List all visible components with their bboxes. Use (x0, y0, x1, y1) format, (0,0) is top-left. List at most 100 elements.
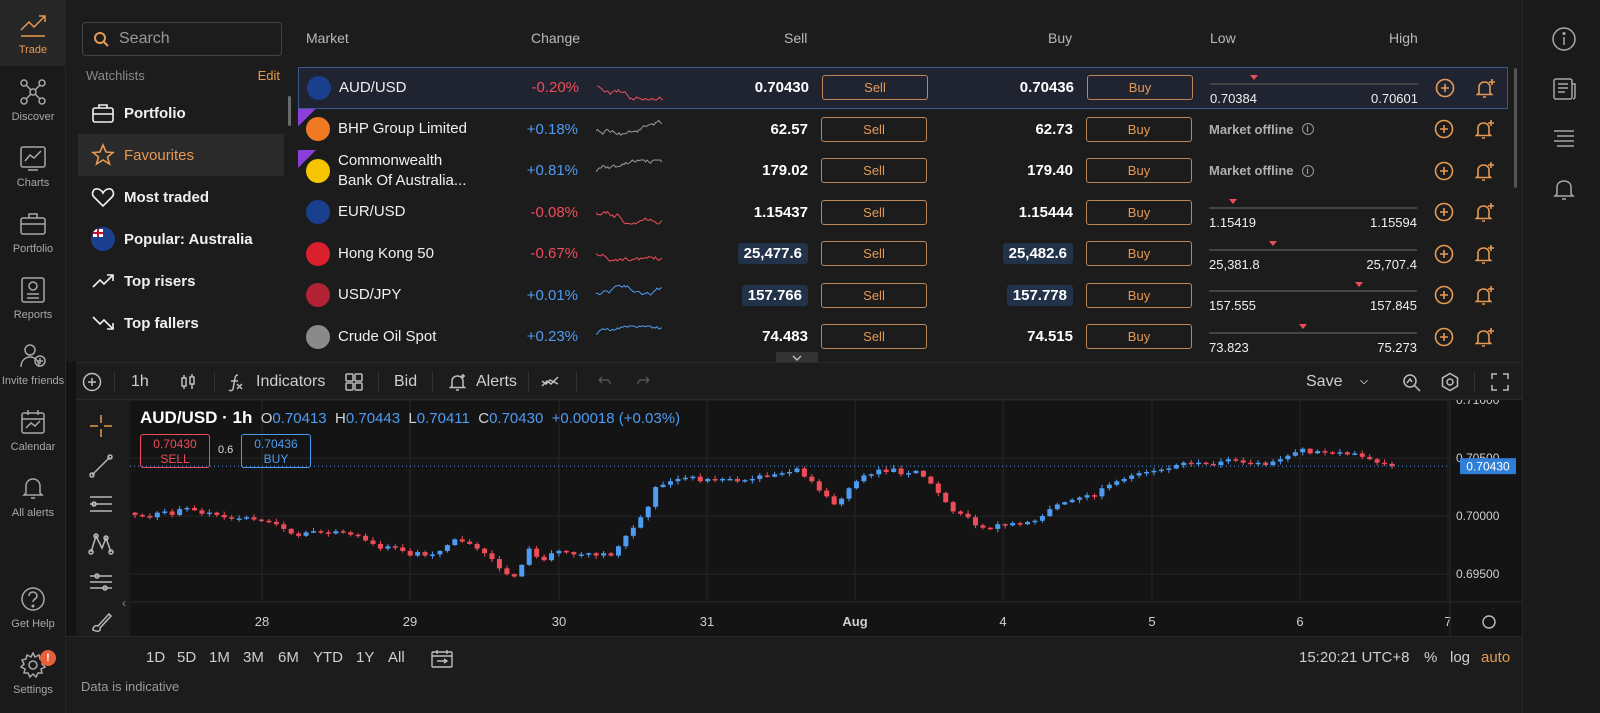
add-to-watchlist-button[interactable] (1434, 202, 1454, 222)
nav-settings[interactable]: Settings ! (0, 640, 66, 706)
set-alert-button[interactable] (1474, 326, 1496, 348)
edit-watchlists-button[interactable]: Edit (257, 68, 280, 83)
sell-button[interactable]: Sell (822, 75, 928, 101)
buy-button[interactable]: Buy (1086, 116, 1192, 142)
chart-buy-button[interactable]: 0.70436 BUY (241, 434, 311, 468)
set-alert-button[interactable] (1474, 118, 1496, 140)
news-button[interactable] (1551, 76, 1577, 102)
collapse-tools-chevron-icon[interactable]: ‹ (122, 596, 126, 610)
fullscreen-button[interactable] (1490, 363, 1510, 401)
nav-trade[interactable]: Trade (0, 0, 66, 66)
watchlist-top-fallers[interactable]: Top fallers (78, 302, 284, 344)
market-name[interactable]: AUD/USD (339, 78, 407, 98)
fib-tool[interactable] (87, 490, 115, 518)
indicators-button[interactable]: Indicators (226, 363, 325, 401)
column-header-buy[interactable]: Buy (1048, 30, 1073, 46)
market-row[interactable]: EUR/USD -0.08% 1.15437 Sell 1.15444 Buy 1.1541… (298, 192, 1508, 234)
add-to-watchlist-button[interactable] (1434, 244, 1454, 264)
buy-button[interactable]: Buy (1086, 158, 1192, 184)
watchlist-portfolio[interactable]: Portfolio (78, 92, 284, 134)
market-row[interactable]: Commonwealth Bank Of Australia... +0.81% 17… (298, 150, 1508, 192)
alerts-panel-button[interactable] (1551, 176, 1577, 202)
markets-scrollbar[interactable] (1514, 68, 1517, 188)
range-button-ytd[interactable]: YTD (313, 649, 343, 666)
market-row[interactable]: Crude Oil Spot +0.23% 74.483 Sell 74.515 Buy 7… (298, 316, 1508, 358)
add-to-watchlist-button[interactable] (1434, 161, 1454, 181)
market-row[interactable]: BHP Group Limited +0.18% 62.57 Sell 62.73 Buy… (298, 108, 1508, 151)
save-button[interactable]: Save (1306, 363, 1370, 401)
set-alert-button[interactable] (1475, 77, 1497, 99)
add-to-watchlist-button[interactable] (1434, 285, 1454, 305)
sell-button[interactable]: Sell (821, 324, 927, 350)
alerts-button[interactable]: Alerts (448, 363, 517, 401)
buy-button[interactable]: Buy (1086, 241, 1192, 267)
buy-button[interactable]: Buy (1086, 282, 1192, 308)
market-name[interactable]: Hong Kong 50 (338, 244, 434, 264)
order-book-button[interactable] (1551, 126, 1577, 152)
range-button-all[interactable]: All (388, 649, 405, 666)
watchlist-favourites[interactable]: Favourites (78, 134, 284, 176)
market-row[interactable]: Hong Kong 50 -0.67% 25,477.6 Sell 25,482.6 Bu… (298, 233, 1508, 275)
collapse-handle[interactable] (776, 352, 818, 364)
column-header-high[interactable]: High (1389, 30, 1418, 46)
chart-type-button[interactable] (178, 363, 198, 401)
range-button-6m[interactable]: 6M (278, 649, 299, 666)
compare-button[interactable] (540, 363, 560, 401)
set-alert-button[interactable] (1474, 284, 1496, 306)
info-icon[interactable]: i (1301, 123, 1314, 136)
sell-button[interactable]: Sell (821, 116, 927, 142)
log-scale-button[interactable]: log (1450, 649, 1471, 666)
add-to-watchlist-button[interactable] (1435, 78, 1455, 98)
interval-button[interactable]: 1h (131, 373, 149, 390)
zoom-button[interactable] (1402, 363, 1422, 401)
set-alert-button[interactable] (1474, 243, 1496, 265)
market-row[interactable]: AUD/USD -0.20% 0.70430 Sell 0.70436 Buy 0.7038… (298, 67, 1508, 109)
market-name[interactable]: USD/JPY (338, 285, 401, 305)
range-button-1y[interactable]: 1Y (356, 649, 375, 666)
sell-button[interactable]: Sell (821, 282, 927, 308)
watchlist-top-risers[interactable]: Top risers (78, 260, 284, 302)
add-chart-button[interactable] (82, 363, 102, 401)
date-range-button[interactable] (431, 649, 453, 673)
sell-button[interactable]: Sell (821, 241, 927, 267)
brush-tool[interactable] (87, 608, 115, 636)
column-header-sell[interactable]: Sell (784, 30, 808, 46)
candlestick-chart[interactable]: 28 29 30 31 Aug 4 5 6 70.710000.705000.700000.69… (130, 400, 1522, 636)
chart-settings-button[interactable] (1440, 363, 1460, 401)
buy-button[interactable]: Buy (1086, 199, 1192, 225)
nav-discover[interactable]: Discover (0, 67, 66, 133)
column-header-low[interactable]: Low (1210, 30, 1236, 46)
price-chart[interactable]: 28 29 30 31 Aug 4 5 6 7 0.71000 0.70500 0.70000 0.69… (130, 400, 1522, 636)
nav-charts[interactable]: Charts (0, 133, 66, 199)
levels-tool[interactable] (87, 568, 115, 596)
pattern-tool[interactable] (87, 530, 115, 558)
redo-button[interactable] (634, 363, 654, 401)
auto-scale-button[interactable]: auto (1481, 649, 1511, 666)
axis-settings-icon[interactable] (1482, 615, 1496, 629)
add-to-watchlist-button[interactable] (1434, 119, 1454, 139)
set-alert-button[interactable] (1474, 201, 1496, 223)
add-to-watchlist-button[interactable] (1434, 327, 1454, 347)
sell-button[interactable]: Sell (821, 158, 927, 184)
nav-get-help[interactable]: Get Help (0, 574, 66, 640)
info-icon[interactable]: i (1301, 164, 1314, 177)
watchlist-most-traded[interactable]: Most traded (78, 176, 284, 218)
watchlist-popular-australia[interactable]: Popular: Australia (78, 218, 284, 260)
nav-all-alerts[interactable]: All alerts (0, 463, 66, 529)
layout-button[interactable] (344, 363, 364, 401)
watchlist-scrollbar[interactable] (288, 96, 291, 126)
nav-reports[interactable]: Reports (0, 265, 66, 331)
undo-button[interactable] (594, 363, 614, 401)
market-name[interactable]: Commonwealth Bank Of Australia... (338, 151, 466, 191)
column-header-market[interactable]: Market (306, 30, 349, 46)
market-row[interactable]: USD/JPY +0.01% 157.766 Sell 157.778 Buy 157.55… (298, 275, 1508, 317)
market-name[interactable]: BHP Group Limited (338, 119, 467, 139)
market-name[interactable]: Crude Oil Spot (338, 327, 436, 347)
range-button-5d[interactable]: 5D (177, 649, 197, 666)
column-header-change[interactable]: Change (531, 30, 581, 46)
range-button-1d[interactable]: 1D (146, 649, 166, 666)
search-input[interactable]: Search (82, 22, 282, 56)
nav-invite-friends[interactable]: Invite friends (0, 331, 66, 397)
trend-line-tool[interactable] (87, 452, 115, 480)
range-button-1m[interactable]: 1M (209, 649, 230, 666)
